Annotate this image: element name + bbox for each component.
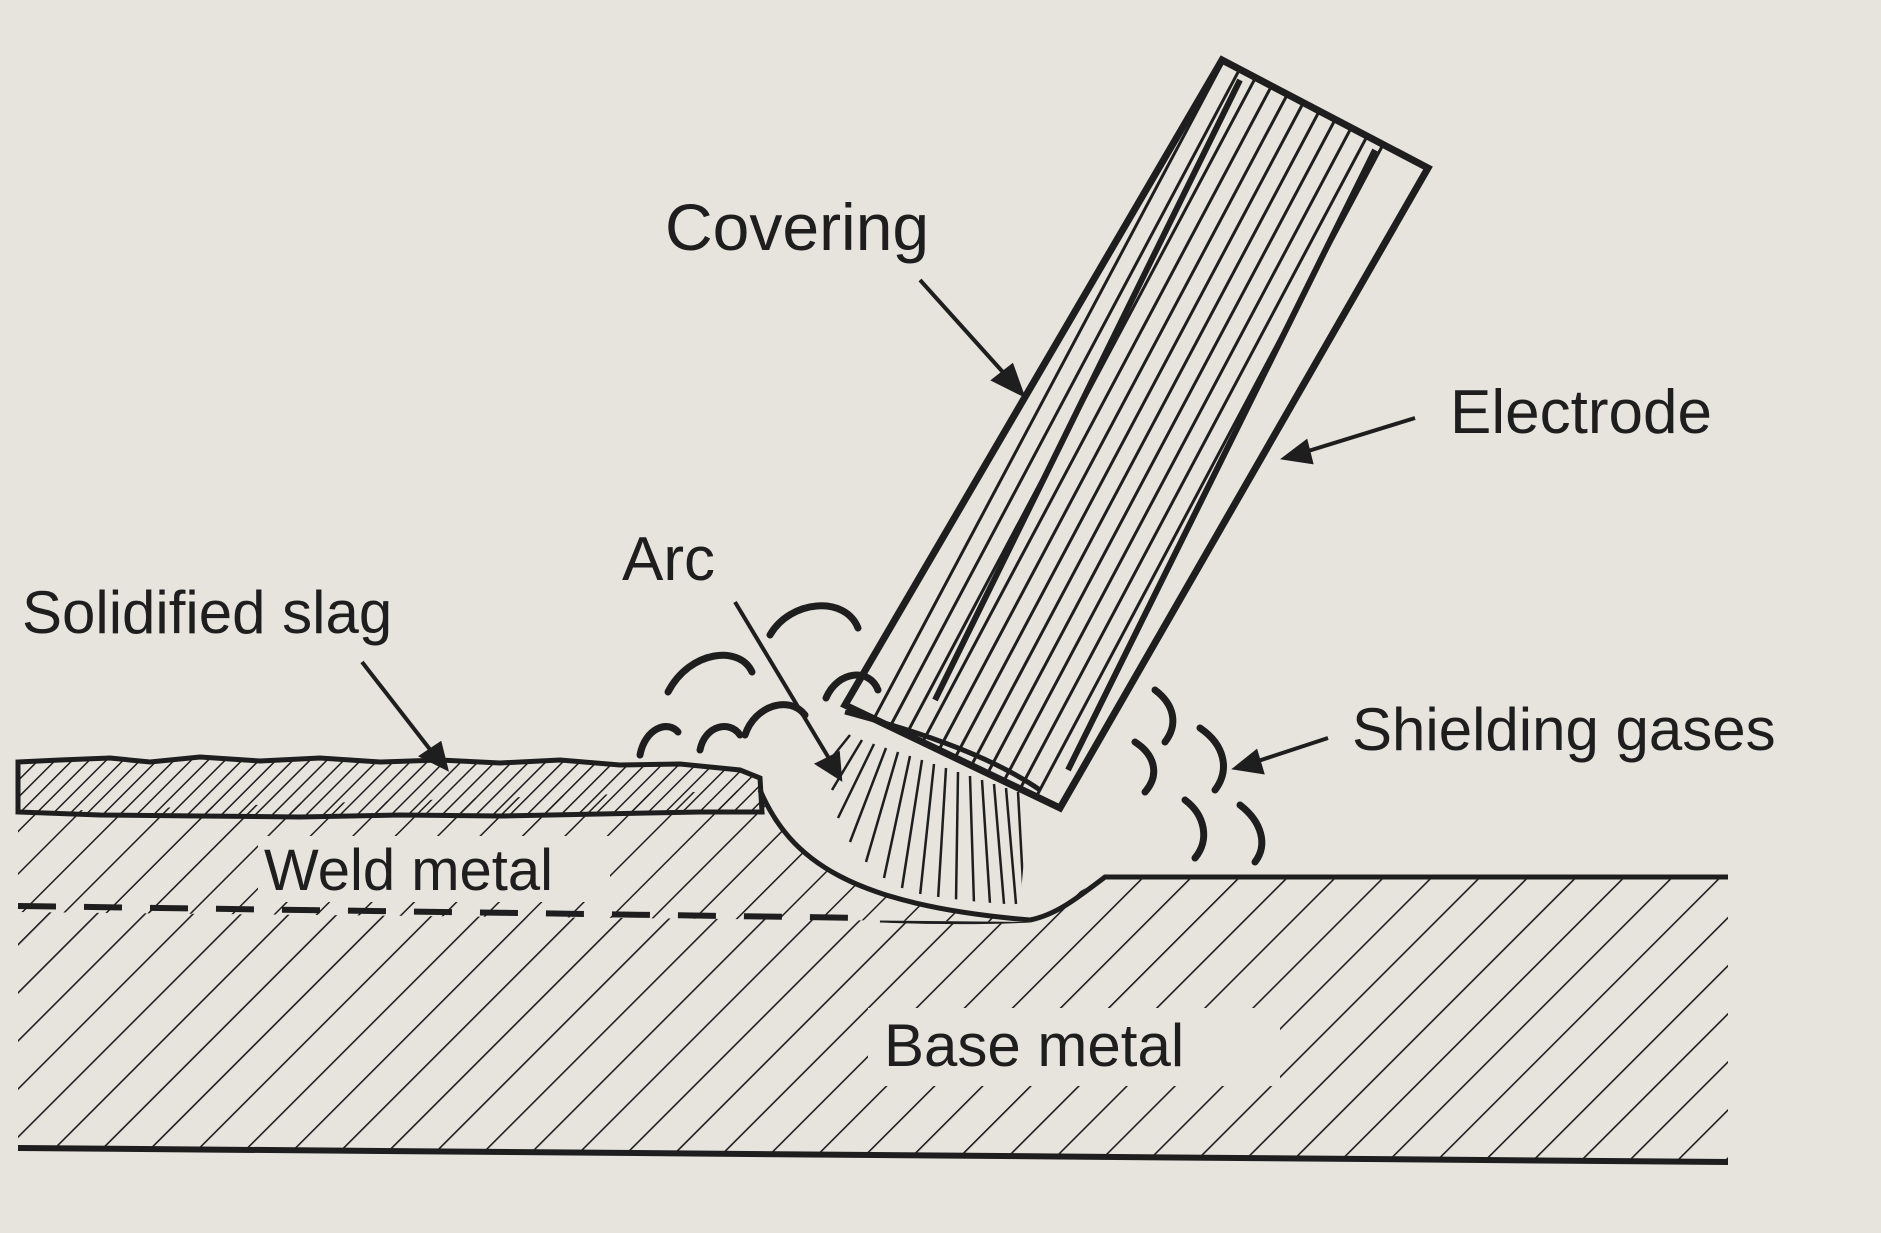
- arc-discharge: [829, 734, 1026, 905]
- covering-arrowhead: [990, 362, 1026, 399]
- slag-arrowhead: [418, 740, 449, 772]
- label-covering: Covering: [665, 190, 929, 264]
- label-weld-metal: Weld metal: [264, 838, 553, 903]
- label-arc: Arc: [622, 525, 715, 594]
- slag-leader: [360, 660, 434, 754]
- weld-metal-label-bg: [258, 836, 610, 902]
- label-shielding-gases: Shielding gases: [1352, 696, 1776, 763]
- label-solidified-slag: Solidified slag: [22, 579, 392, 646]
- shielding-gases-right: [1131, 686, 1266, 866]
- arc-arrowhead: [813, 750, 843, 782]
- electrode-leader: [1304, 416, 1416, 454]
- leader-arrows: [360, 278, 1416, 782]
- label-base-metal: Base metal: [884, 1012, 1184, 1079]
- core-wire-left-edge: [932, 78, 1243, 702]
- covering-outline: [840, 55, 1433, 813]
- core-wire-right-edge: [1065, 148, 1378, 772]
- solidified-slag-layer: [15, 754, 765, 820]
- fusion-boundary-dashed-line: [17, 903, 871, 921]
- electrode: [840, 55, 1433, 813]
- shielding-gases-left: [636, 602, 882, 759]
- arc-leader: [733, 600, 832, 762]
- label-electrode: Electrode: [1450, 378, 1712, 447]
- shielding-leader: [1254, 736, 1329, 764]
- electrode-arrowhead: [1280, 438, 1314, 465]
- covering-leader: [918, 278, 1012, 382]
- base-metal-label-bg: [868, 1008, 1280, 1086]
- shielding-arrowhead: [1231, 748, 1265, 775]
